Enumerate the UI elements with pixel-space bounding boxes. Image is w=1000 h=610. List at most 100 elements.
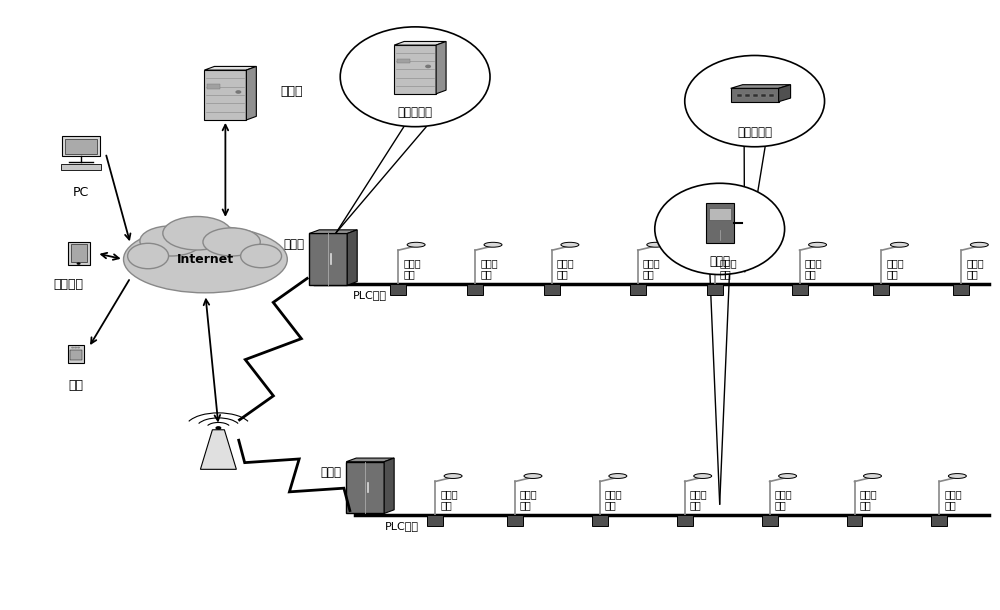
Text: PLC通信: PLC通信 — [353, 290, 387, 300]
Circle shape — [77, 346, 80, 348]
Circle shape — [215, 426, 221, 430]
Bar — [204, 70, 246, 120]
Text: 手机: 手机 — [68, 379, 83, 392]
Bar — [71, 244, 87, 262]
Bar — [397, 59, 410, 63]
Ellipse shape — [890, 242, 908, 247]
Text: 节点控
制器: 节点控 制器 — [690, 489, 707, 511]
Polygon shape — [384, 458, 394, 514]
Bar — [737, 95, 742, 98]
Polygon shape — [346, 458, 394, 462]
Polygon shape — [394, 41, 446, 45]
Text: 节点控
制器: 节点控 制器 — [440, 489, 458, 511]
Bar — [427, 515, 443, 526]
Ellipse shape — [609, 473, 627, 478]
Text: 节点控
制器: 节点控 制器 — [605, 489, 622, 511]
Text: 节点控
制器: 节点控 制器 — [480, 257, 498, 279]
Polygon shape — [436, 41, 446, 94]
Ellipse shape — [484, 242, 502, 247]
Text: 节点控
制器: 节点控 制器 — [643, 257, 660, 279]
Bar — [753, 95, 758, 98]
Ellipse shape — [948, 473, 966, 478]
Polygon shape — [347, 230, 357, 285]
Text: 服务器: 服务器 — [280, 85, 303, 98]
Circle shape — [77, 262, 81, 265]
Bar — [873, 284, 889, 295]
Polygon shape — [309, 230, 357, 234]
Ellipse shape — [241, 244, 282, 268]
Text: 节点控
制器: 节点控 制器 — [775, 489, 792, 511]
Bar — [390, 284, 406, 295]
Bar — [677, 515, 693, 526]
Bar — [62, 137, 100, 156]
Ellipse shape — [140, 226, 202, 256]
Ellipse shape — [444, 473, 462, 478]
Bar — [507, 515, 523, 526]
Bar — [544, 284, 560, 295]
Text: 节点控
制器: 节点控 制器 — [805, 257, 822, 279]
Text: 节点控
制器: 节点控 制器 — [520, 489, 538, 511]
Bar — [68, 242, 90, 265]
Text: 节点控
制器: 节点控 制器 — [860, 489, 877, 511]
Circle shape — [71, 346, 74, 348]
Ellipse shape — [863, 473, 881, 478]
Ellipse shape — [694, 473, 712, 478]
Bar — [467, 284, 483, 295]
Bar — [931, 515, 947, 526]
Bar — [207, 84, 220, 89]
Bar — [762, 515, 778, 526]
Polygon shape — [204, 66, 256, 70]
Text: 节点控
制器: 节点控 制器 — [886, 257, 904, 279]
Text: 节点控
制器: 节点控 制器 — [720, 257, 737, 279]
Ellipse shape — [779, 473, 797, 478]
Bar — [953, 284, 969, 295]
Ellipse shape — [561, 242, 579, 247]
Ellipse shape — [340, 27, 490, 127]
Text: 节点控
制器: 节点控 制器 — [557, 257, 575, 279]
Bar — [745, 95, 750, 98]
Bar — [68, 345, 84, 363]
Polygon shape — [200, 430, 236, 469]
Ellipse shape — [685, 56, 825, 147]
Ellipse shape — [128, 243, 169, 269]
Text: 物联网节点: 物联网节点 — [737, 126, 772, 139]
Ellipse shape — [124, 226, 287, 293]
Text: 充电桦: 充电桦 — [709, 255, 730, 268]
Polygon shape — [246, 66, 256, 120]
Bar — [346, 462, 384, 514]
Bar — [592, 515, 608, 526]
Bar — [769, 95, 774, 98]
Ellipse shape — [203, 228, 260, 256]
Polygon shape — [779, 85, 791, 102]
Bar — [65, 140, 97, 154]
Bar — [70, 350, 82, 360]
Text: 配电柜: 配电柜 — [320, 466, 341, 479]
Bar — [394, 45, 436, 94]
Polygon shape — [731, 85, 791, 88]
Circle shape — [425, 65, 431, 68]
Text: Internet: Internet — [177, 253, 234, 266]
Ellipse shape — [524, 473, 542, 478]
Text: 平板电脑: 平板电脑 — [54, 278, 84, 292]
Circle shape — [235, 90, 241, 94]
Ellipse shape — [163, 217, 232, 250]
Bar — [61, 164, 101, 170]
Text: 节点控
制器: 节点控 制器 — [403, 257, 421, 279]
Bar — [847, 515, 862, 526]
Bar — [792, 284, 808, 295]
Text: PLC通信: PLC通信 — [385, 521, 419, 531]
Text: 配电柜: 配电柜 — [283, 238, 304, 251]
Text: PC: PC — [72, 186, 89, 199]
Text: 集中控制器: 集中控制器 — [398, 106, 433, 118]
Ellipse shape — [970, 242, 988, 247]
Ellipse shape — [655, 183, 785, 274]
Ellipse shape — [724, 242, 742, 247]
Ellipse shape — [809, 242, 827, 247]
Bar — [709, 208, 731, 220]
Circle shape — [74, 346, 77, 348]
Text: 节点控
制器: 节点控 制器 — [966, 257, 984, 279]
Bar — [309, 234, 347, 285]
Bar — [761, 95, 766, 98]
Bar — [731, 88, 779, 102]
Bar — [630, 284, 646, 295]
